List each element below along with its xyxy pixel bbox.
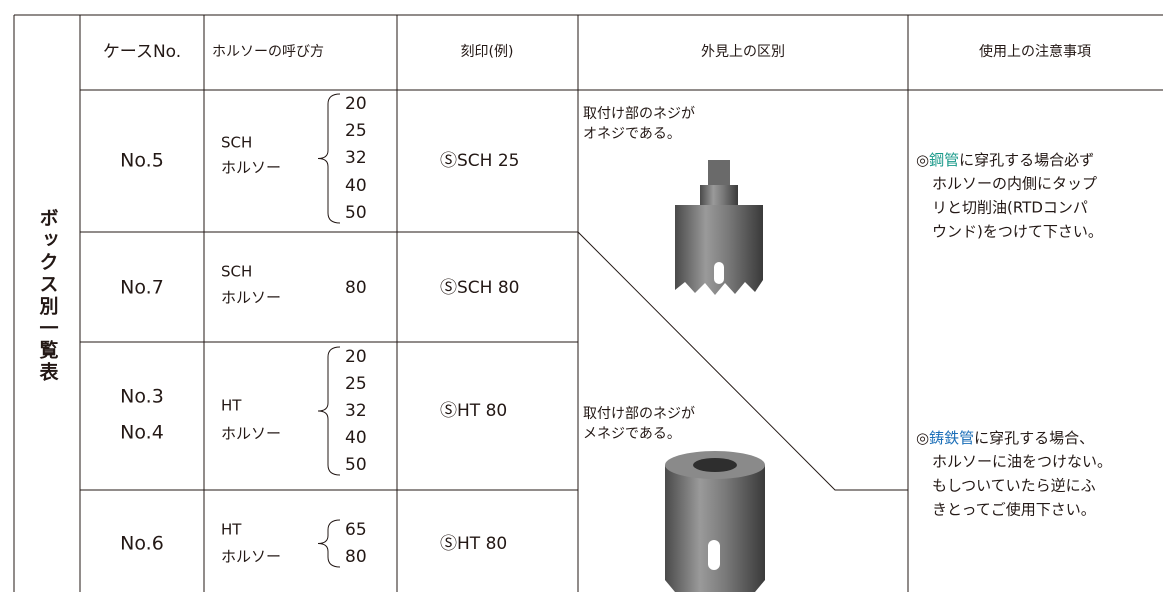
note-highlight: 鋳鉄管 [929,429,974,447]
holesaw-name: HT [221,397,242,415]
note-text: に穿孔する場合、 [974,429,1094,447]
header-cell: 刻印(例) [461,44,514,60]
note-line: ◎鋼管に穿孔する場合必ず [916,151,1094,169]
note-text: に穿孔する場合必ず [959,151,1094,169]
case-no: No.7 [120,277,164,299]
holesaw-name: HT [221,521,242,539]
note-line: ◎鋳鉄管に穿孔する場合、 [916,429,1094,447]
stamp: ⓈSCH 80 [440,278,519,298]
case-no: No.4 [120,422,164,444]
stamp: ⓈSCH 25 [440,151,519,171]
header-cell: ホルソーの呼び方 [212,44,324,60]
note-highlight: 鋼管 [929,151,959,169]
brace [317,519,341,568]
appearance-text: メネジである。 [583,426,681,442]
holesaw-size: 40 [345,176,367,196]
table-grid [13,14,1163,592]
holesaw-size: 50 [345,203,367,223]
holesaw-size: 80 [345,547,367,567]
header-cell: ケースNo. [103,42,181,62]
note-line: もしついていたら逆にふ [932,477,1096,495]
holesaw-size: 20 [345,347,367,367]
table-title: ボックス別一覧表 [37,208,59,384]
appearance-text: 取付け部のネジが [583,406,695,422]
hole-saw-male [675,160,763,295]
header-cell: 使用上の注意事項 [979,43,1091,60]
case-no: No.6 [120,533,164,555]
note-line: ホルソーに油をつけない。 [932,453,1112,471]
note-line: リと切削油(RTDコンパ [932,199,1088,217]
stamp: ⓈHT 80 [440,534,507,554]
holesaw-size: 40 [345,428,367,448]
holesaw-size: 80 [345,278,367,298]
note-line: ウンド)をつけて下さい。 [932,223,1103,241]
holesaw-name: SCH [221,134,252,152]
case-no: No.5 [120,150,164,172]
holesaw-name: ホルソー [221,289,281,307]
holesaw-size: 65 [345,520,367,540]
note-line: きとってご使用下さい。 [932,501,1096,519]
brace [317,346,341,476]
note-mark: ◎ [916,429,929,447]
appearance-text: 取付け部のネジが [583,106,695,122]
holesaw-size: 25 [345,374,367,394]
holesaw-name: SCH [221,263,252,281]
hole-saw-female [665,451,765,592]
stamp: ⓈHT 80 [440,401,507,421]
brace [317,93,341,224]
holesaw-size: 50 [345,455,367,475]
holesaw-size: 32 [345,401,367,421]
holesaw-name: ホルソー [221,159,281,177]
holesaw-name: ホルソー [221,425,281,443]
note-line: ホルソーの内側にタップ [932,175,1097,193]
case-no: No.3 [120,386,164,408]
holesaw-size: 32 [345,148,367,168]
holesaw-size: 25 [345,121,367,141]
holesaw-name: ホルソー [221,548,281,566]
appearance-text: オネジである。 [583,126,681,142]
holesaw-size: 20 [345,94,367,114]
header-cell: 外見上の区別 [701,44,785,60]
note-mark: ◎ [916,151,929,169]
